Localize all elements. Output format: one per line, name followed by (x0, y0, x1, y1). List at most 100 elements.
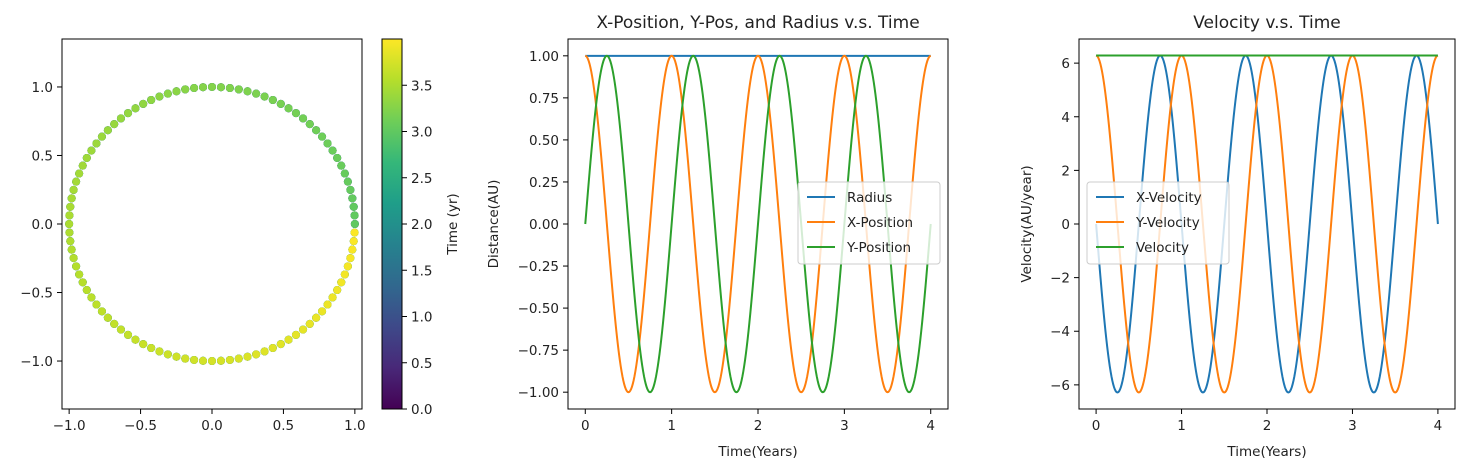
y-tick-label: 0.25 (529, 175, 559, 191)
orbit-point (276, 99, 285, 108)
orbit-point (116, 114, 125, 123)
orbit-point (337, 278, 346, 287)
orbit-point (349, 202, 358, 211)
orbit-point (346, 254, 355, 263)
orbit-point (299, 325, 308, 334)
orbit-point (65, 211, 74, 220)
orbit-point (87, 146, 96, 155)
orbit-point (305, 120, 314, 129)
orbit-point (350, 220, 359, 228)
orbit-point (67, 245, 76, 254)
orbit-point (116, 325, 125, 334)
legend-box (797, 181, 941, 265)
x-tick-label: 4 (926, 418, 935, 434)
orbit-point (276, 340, 285, 349)
orbit-point (110, 120, 119, 129)
orbit-point (110, 319, 119, 328)
position-chart-title: X-Position, Y-Pos, and Radius v.s. Time (596, 13, 919, 33)
orbit-point (72, 177, 81, 186)
orbit-point (155, 92, 164, 101)
orbit-point (243, 352, 252, 361)
colorbar: 0.0 0.5 1.0 1.5 2.0 2.5 3.0 3.5 Time (yr) (381, 38, 461, 418)
orbit-point (65, 220, 74, 228)
x-tick-label: 3 (1348, 418, 1357, 434)
colorbar-tick-label: 2.5 (411, 171, 432, 187)
orbit-point (340, 169, 349, 178)
orbit-point (75, 270, 84, 279)
position-x-label: Time(Years) (717, 444, 797, 460)
orbit-point (82, 153, 91, 162)
x-tick-label: 0 (1092, 418, 1101, 434)
orbit-point (78, 278, 87, 287)
orbit-point (350, 211, 359, 220)
y-tick-label: −1.00 (518, 385, 559, 401)
colorbar-tick-label: 3.5 (411, 78, 432, 94)
orbit-point (260, 92, 269, 101)
orbit-point (252, 89, 261, 98)
orbit-point (163, 350, 172, 359)
velocity-lines (1095, 54, 1439, 394)
orbit-point (328, 146, 337, 155)
orbit-point (318, 132, 327, 141)
colorbar-tick-label: 2.0 (411, 217, 432, 233)
position-lines (584, 54, 932, 394)
y-tick-label: −6 (1050, 378, 1070, 394)
y-tick-label: 1.00 (529, 49, 559, 65)
colorbar-label: Time (yr) (445, 193, 461, 255)
orbit-point (284, 335, 293, 344)
orbit-point (208, 357, 216, 366)
orbit-point (139, 340, 148, 349)
orbit-point (343, 262, 352, 271)
y-tick-label: 0.75 (529, 91, 559, 107)
orbit-point (291, 109, 300, 118)
orbit-point (216, 83, 225, 92)
series-line-x-velocity (1095, 54, 1439, 394)
orbit-point (268, 343, 277, 352)
y-tick-label: −2 (1050, 271, 1070, 287)
x-tick-label: 2 (1263, 418, 1272, 434)
y-tick-label: 0.0 (32, 217, 53, 233)
orbit-point (72, 262, 81, 271)
orbit-point (97, 132, 106, 141)
orbit-axes-frame (61, 38, 363, 410)
x-tick-label: 0.5 (273, 418, 294, 434)
orbit-point (299, 114, 308, 123)
orbit-point (291, 330, 300, 339)
orbit-point (172, 352, 181, 361)
orbit-point (66, 237, 75, 246)
orbit-point (199, 83, 208, 92)
orbit-point (333, 153, 342, 162)
orbit-point (124, 330, 133, 339)
orbit-point (103, 313, 112, 322)
velocity-x-label: Time(Years) (1226, 444, 1306, 460)
orbit-point (225, 84, 234, 93)
orbit-point (181, 354, 190, 363)
orbit-point (323, 139, 332, 148)
x-tick-label: −0.5 (124, 418, 157, 434)
velocity-chart-title: Velocity v.s. Time (1193, 13, 1341, 33)
y-tick-label: −0.50 (518, 301, 559, 317)
y-tick-label: −4 (1050, 324, 1070, 340)
velocity-legend: X-Velocity Y-Velocity Velocity (1086, 181, 1230, 265)
orbit-point (348, 194, 357, 203)
legend-entry: X-Velocity (1136, 190, 1202, 206)
position-panel: X-Position, Y-Pos, and Radius v.s. Time … (486, 13, 949, 460)
orbit-point (66, 202, 75, 211)
y-tick-label: 2 (1061, 163, 1070, 179)
orbit-point (340, 270, 349, 279)
orbit-point (234, 85, 243, 94)
orbit-point (243, 87, 252, 96)
colorbar-tick-label: 1.0 (411, 310, 432, 326)
orbit-point (67, 194, 76, 203)
x-tick-label: 1 (667, 418, 676, 434)
orbit-point (318, 307, 327, 316)
position-legend: Radius X-Position Y-Position (797, 181, 941, 265)
y-tick-label: 0.00 (529, 217, 559, 233)
y-tick-label: 1.0 (32, 80, 53, 96)
colorbar-tick-label: 0.0 (411, 402, 432, 418)
orbit-point (346, 185, 355, 194)
x-tick-label: 4 (1434, 418, 1443, 434)
orbit-point (92, 300, 101, 309)
orbit-point (234, 354, 243, 363)
